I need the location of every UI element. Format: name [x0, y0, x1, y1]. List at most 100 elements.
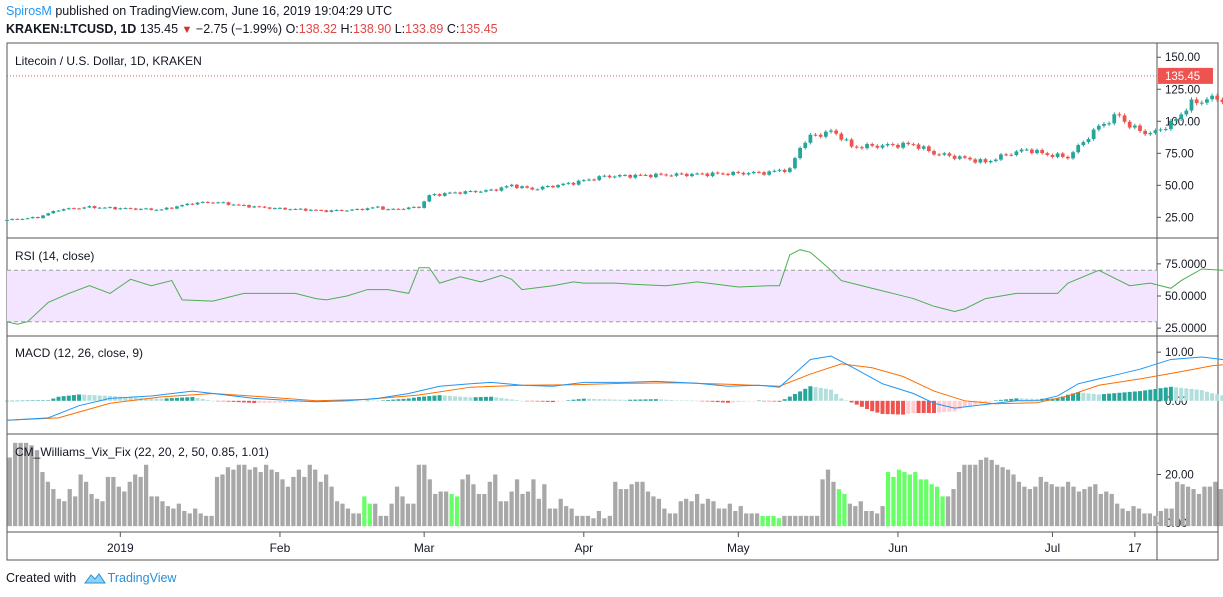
macd-histogram-bar [890, 400, 895, 415]
candle-body [1215, 95, 1220, 100]
vix-bar [694, 493, 700, 527]
vix-bar [487, 481, 492, 527]
candle-body [1060, 153, 1065, 157]
candle-body [947, 153, 952, 156]
candle-body [97, 207, 102, 209]
vix-bar [111, 476, 116, 527]
vix-bar [956, 472, 962, 527]
vix-bar [1164, 508, 1169, 527]
macd-histogram-bar [520, 400, 524, 402]
symbol-label: KRAKEN:LTCUSD, 1D [6, 22, 137, 36]
candle-body [525, 186, 530, 188]
macd-histogram-bar [1194, 389, 1199, 401]
candle-body [973, 159, 978, 163]
macd-histogram-bar [386, 399, 391, 401]
vix-bar [684, 498, 689, 527]
candle-body [916, 144, 921, 149]
candle-body [56, 210, 61, 212]
macd-histogram-bar [751, 400, 756, 402]
candle-body [1107, 123, 1111, 125]
candle-body [1163, 129, 1168, 131]
time-tick-label: Jun [888, 541, 907, 555]
candle-body [1122, 115, 1127, 122]
vix-bar [253, 467, 258, 527]
candle-body [489, 189, 493, 191]
vix-bar [847, 503, 852, 527]
macd-histogram-bar [118, 396, 123, 401]
candle-body [200, 201, 205, 203]
macd-histogram-bar [370, 400, 375, 402]
vix-bar [231, 469, 236, 527]
macd-histogram-bar [556, 400, 561, 402]
vix-bar [100, 501, 105, 527]
macd-histogram-bar [97, 395, 102, 401]
candle-body [617, 175, 622, 177]
vix-bar [329, 486, 334, 527]
candle-body [607, 175, 612, 178]
macd-histogram-bar [926, 400, 931, 413]
candle-body [417, 206, 421, 208]
macd-histogram-bar [365, 400, 370, 402]
candle-body [499, 187, 504, 191]
publish-text: published on TradingView.com, June 16, 2… [55, 4, 393, 18]
tradingview-link[interactable]: TradingView [107, 571, 177, 585]
candle-body [401, 208, 406, 210]
vix-bar [340, 503, 345, 527]
candle-body [252, 206, 257, 208]
macd-histogram-bar [1174, 387, 1179, 401]
vix-bar [1175, 481, 1180, 527]
vix-bar [471, 484, 476, 527]
candle-body [798, 147, 802, 159]
macd-histogram-bar [782, 399, 787, 401]
vix-bar [935, 486, 940, 527]
rsi-tick-label: 25.0000 [1165, 323, 1207, 335]
vix-bar [127, 481, 132, 527]
vix-bar [602, 518, 607, 527]
candle-body [283, 207, 287, 210]
macd-histogram-bar [277, 400, 282, 403]
macd-histogram-bar [1199, 390, 1204, 401]
vix-bar [1005, 469, 1011, 527]
vix-bar [945, 496, 951, 527]
candle-body [823, 131, 828, 137]
vix-bar [384, 515, 389, 527]
macd-histogram-bar [422, 396, 427, 401]
vix-bar [1115, 503, 1120, 527]
macd-histogram-bar [180, 397, 185, 401]
macd-histogram-bar [834, 394, 839, 401]
macd-histogram-bar [159, 398, 164, 401]
vix-bar [1213, 481, 1218, 527]
vix-bar [1109, 493, 1114, 527]
macd-line [6, 355, 1223, 421]
macd-histogram-bar [216, 400, 221, 402]
author-link[interactable]: SpirosM [6, 4, 52, 18]
macd-signal-line [6, 363, 1223, 421]
candle-body [350, 209, 354, 211]
vix-bar [918, 479, 923, 527]
candle-body [87, 206, 92, 208]
symbol-info: KRAKEN:LTCUSD, 1D 135.45 ▼ −2.75 (−1.99%… [6, 22, 498, 36]
created-with-text: Created with [6, 571, 77, 585]
candle-body [556, 185, 560, 188]
vix-bar [705, 498, 711, 527]
time-tick-label: Jul [1045, 541, 1060, 555]
vix-bar [438, 491, 443, 527]
macd-histogram-bar [427, 396, 432, 401]
candle-body [561, 183, 566, 186]
candle-body [1158, 129, 1163, 131]
candle-body [478, 191, 483, 193]
candle-body [360, 208, 365, 211]
vix-bar [891, 476, 896, 527]
vix-bar [580, 515, 585, 527]
vix-bar [454, 496, 460, 527]
candle-body [628, 175, 633, 178]
vix-bar [880, 506, 885, 527]
macd-histogram-bar [973, 400, 978, 405]
time-tick-label: 2019 [107, 541, 134, 555]
macd-histogram-bar [401, 398, 406, 401]
macd-histogram-bar [612, 399, 617, 401]
candle-body [710, 172, 715, 177]
macd-histogram-bar [417, 396, 421, 401]
vix-bar [449, 493, 454, 527]
